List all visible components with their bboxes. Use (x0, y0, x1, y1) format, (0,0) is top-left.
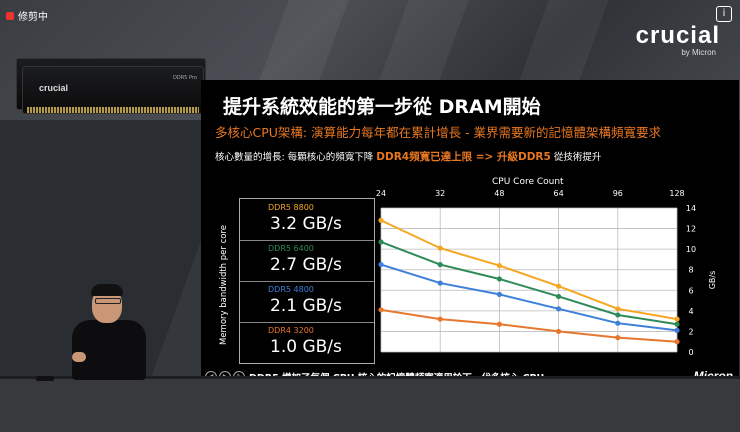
chart-data-point (556, 293, 562, 300)
presenter-hair (91, 284, 123, 296)
chart-data-point (378, 239, 384, 245)
presentation-slide: 提升系統效能的第一步從 DRAM開始 多核心CPU架構: 演算能力每年都在累計增… (201, 80, 739, 385)
desk (0, 376, 740, 432)
chart-series-line (380, 263, 678, 332)
note-suffix: 從技術提升 (553, 152, 602, 163)
bandwidth-row-value: 2.1 GB/s (270, 296, 342, 316)
bandwidth-row: DDR5 8800 3.2 GB/s (240, 199, 374, 241)
phone-on-desk (36, 376, 54, 381)
chart-data-point (674, 339, 680, 345)
chart-plot-area (381, 208, 677, 352)
ram-module-front: crucial DDR5 Pro (22, 66, 204, 114)
bandwidth-row-label: DDR5 4800 (268, 285, 314, 294)
chart-y-tick-label: 4 (688, 307, 693, 316)
bandwidth-row-value: 1.0 GB/s (270, 337, 342, 357)
chart-data-point (437, 261, 443, 268)
chart-data-point (437, 316, 443, 322)
chart-x-tick-label: 128 (669, 189, 684, 198)
info-icon[interactable]: i (716, 6, 732, 22)
chart-data-point (615, 320, 621, 326)
desk-edge (0, 376, 740, 379)
ram-pins (27, 107, 199, 113)
chart-series-line (380, 241, 678, 326)
note-prefix: 核心數量的增長: 每顆核心的頻寬下降 (215, 152, 374, 163)
bandwidth-row-label: DDR5 6400 (268, 244, 314, 253)
chart-data-point (496, 276, 502, 282)
stream-status-badge: 修剪中 (6, 8, 48, 23)
chart-data-point (378, 261, 384, 268)
presenter-glasses (95, 298, 121, 304)
chart-data-point (674, 316, 680, 322)
chart-data-point (615, 306, 621, 312)
chart-y-tick-label: 14 (686, 204, 696, 213)
chart-data-point (378, 217, 384, 223)
chart-data-point (556, 283, 562, 289)
chart-data-point (496, 321, 502, 327)
chart-x-tick-label: 32 (435, 189, 445, 198)
bandwidth-row-value: 2.7 GB/s (270, 255, 342, 275)
chart-data-point (496, 291, 502, 297)
chart-x-tick-label: 96 (613, 189, 623, 198)
note-highlight: DDR4頻寬已達上限 => 升級DDR5 (376, 151, 551, 163)
chart-data-point (615, 335, 621, 341)
chart-y-tick-label: 10 (686, 245, 696, 254)
chart-y-tick-label: 6 (688, 286, 693, 295)
bandwidth-row-label: DDR4 3200 (268, 326, 314, 335)
bandwidth-row: DDR5 4800 2.1 GB/s (240, 281, 374, 323)
chart-data-point (615, 312, 621, 318)
chart-series-line (380, 308, 678, 343)
chart-data-point (674, 321, 680, 327)
bandwidth-row-label: DDR5 8800 (268, 203, 314, 212)
chart-data-point (556, 328, 562, 335)
chart-y-tick-label: 12 (686, 225, 696, 234)
chart-x-axis-title: CPU Core Count (492, 177, 564, 187)
chart-y-axis-label: GB/s (708, 271, 717, 290)
slide-subtitle: 多核心CPU架構: 演算能力每年都在累計增長 - 業界需要新的記憶體架構頻寬要求 (215, 125, 662, 140)
presenter-body (72, 320, 146, 380)
chart-series-line (380, 219, 678, 321)
chart-y-tick-label: 2 (688, 327, 693, 336)
chart-y-tick-label: 8 (688, 266, 693, 275)
chart-data-point (496, 263, 502, 269)
bandwidth-row: DDR5 6400 2.7 GB/s (240, 240, 374, 282)
record-icon (6, 11, 14, 20)
presenter-hand (72, 352, 86, 362)
chart-data-point (378, 307, 384, 313)
chart-data-point (437, 245, 443, 251)
chart-data-point (556, 306, 562, 312)
chart-y-tick-label: 0 (688, 348, 693, 357)
chart-data-point (437, 280, 443, 286)
bandwidth-row: DDR4 3200 1.0 GB/s (240, 322, 374, 363)
ram-model-label: DDR5 Pro (173, 75, 197, 81)
chart-x-tick-label: 48 (494, 189, 504, 198)
chart-x-tick-label: 24 (376, 189, 386, 198)
bandwidth-table: DDR5 8800 3.2 GB/s DDR5 6400 2.7 GB/s DD… (239, 198, 375, 364)
slide-title: 提升系統效能的第一步從 DRAM開始 (223, 96, 541, 118)
stream-status-label: 修剪中 (18, 12, 48, 23)
bandwidth-row-value: 3.2 GB/s (270, 214, 342, 234)
slide-note: 核心數量的增長: 每顆核心的頻寬下降 DDR4頻寬已達上限 => 升級DDR5 … (215, 149, 601, 164)
crucial-logo: crucial (635, 22, 720, 49)
ram-brand-label: crucial (39, 83, 69, 93)
crucial-logo-subtitle: by Micron (681, 48, 716, 57)
chart-x-tick-label: 64 (554, 189, 564, 198)
chart-data-point (674, 327, 680, 333)
